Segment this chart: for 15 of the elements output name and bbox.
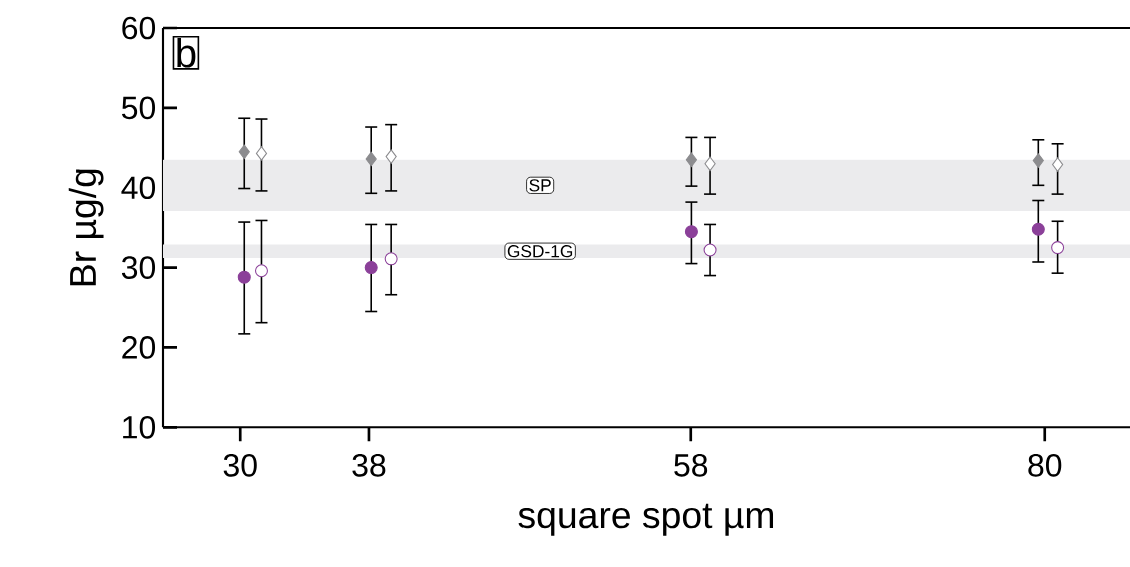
x-tick-label: 58 xyxy=(674,454,708,477)
x-tick-label: 38 xyxy=(352,454,386,477)
y-tick-label: 30 xyxy=(121,256,156,279)
y-axis-title: Br µg/g xyxy=(68,169,104,286)
x-axis-title: square spot µm xyxy=(518,503,774,536)
y-tick-label: 50 xyxy=(121,96,156,120)
x-tick-label: 80 xyxy=(1028,454,1062,477)
band-label: GSD-1G xyxy=(507,245,573,258)
annotation: b xyxy=(177,38,196,68)
band-label: SP xyxy=(529,179,551,192)
y-tick-label: 60 xyxy=(122,16,156,40)
y-tick-label: 10 xyxy=(123,415,156,439)
y-tick-label: 20 xyxy=(122,336,156,359)
y-tick-label: 40 xyxy=(121,176,156,200)
x-tick-label: 30 xyxy=(223,454,257,477)
